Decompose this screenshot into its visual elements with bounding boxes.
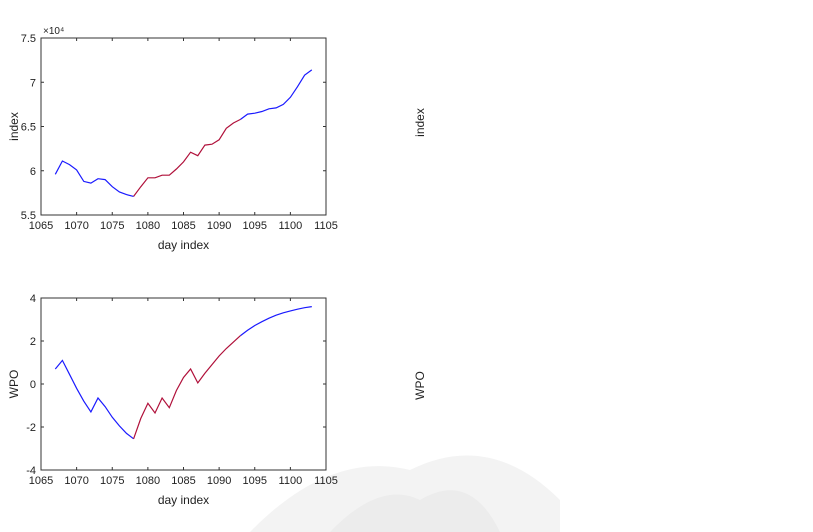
plot-frame — [40, 37, 327, 216]
x-tick-label: 1070 — [64, 220, 88, 232]
x-tick-label: 1100 — [279, 220, 303, 232]
x-tick-label: 1100 — [279, 475, 303, 487]
x-tick-label: 1065 — [29, 220, 53, 232]
series-line-1 — [133, 335, 241, 439]
y-axis-label: WPO — [413, 371, 427, 400]
chart-top-right: 5505555605655705755805852.42.452.52.55×1… — [413, 108, 427, 137]
y-axis-label: WPO — [7, 370, 21, 399]
y-axis-label: index — [7, 112, 21, 141]
x-tick-label: 1080 — [136, 475, 160, 487]
y-tick-label: 5.5 — [21, 210, 36, 222]
x-axis-label: day index — [158, 238, 209, 252]
series-line-1 — [133, 118, 241, 197]
x-axis-label: day index — [158, 493, 209, 507]
x-tick-label: 1095 — [243, 220, 267, 232]
y-axis-label: index — [413, 108, 427, 137]
x-tick-label: 1105 — [314, 220, 338, 232]
x-tick-label: 1085 — [171, 220, 195, 232]
x-tick-label: 1090 — [207, 220, 231, 232]
y-tick-label: -4 — [26, 465, 36, 477]
chart-top-left: 1065 1070 1075 1080 1085 1090 1095 1100 1105 5.5 6… — [7, 26, 338, 252]
series-line-0 — [54, 160, 134, 197]
series-line-0 — [54, 359, 134, 440]
x-tick-label: 1065 — [29, 475, 53, 487]
x-tick-label: 1085 — [171, 475, 195, 487]
x-tick-label: 1075 — [100, 475, 124, 487]
plot-frame — [40, 297, 327, 471]
x-tick-label: 1075 — [100, 220, 124, 232]
x-tick-label: 1090 — [207, 475, 231, 487]
y-tick-label: 4 — [30, 293, 36, 305]
series-line-2 — [240, 69, 313, 120]
y-tick-label: 0 — [30, 379, 36, 391]
series-line-2 — [240, 306, 312, 337]
y-tick-label: 7 — [30, 77, 36, 89]
y-tick-label: 6.5 — [21, 122, 36, 134]
y-tick-label: 2 — [30, 336, 36, 348]
x-tick-label: 1070 — [64, 475, 88, 487]
x-tick-label: 1105 — [314, 475, 338, 487]
y-tick-label: 7.5 — [21, 33, 36, 45]
axis-exponent-label: ×10⁴ — [43, 26, 64, 37]
x-tick-label: 1080 — [136, 220, 160, 232]
y-tick-label: -2 — [26, 422, 36, 434]
chart-bottom-left: 1065 1070 1075 1080 1085 1090 1095 1100 1105 -4 -2… — [7, 293, 338, 507]
x-tick-label: 1095 — [243, 475, 267, 487]
y-tick-label: 6 — [30, 166, 36, 178]
